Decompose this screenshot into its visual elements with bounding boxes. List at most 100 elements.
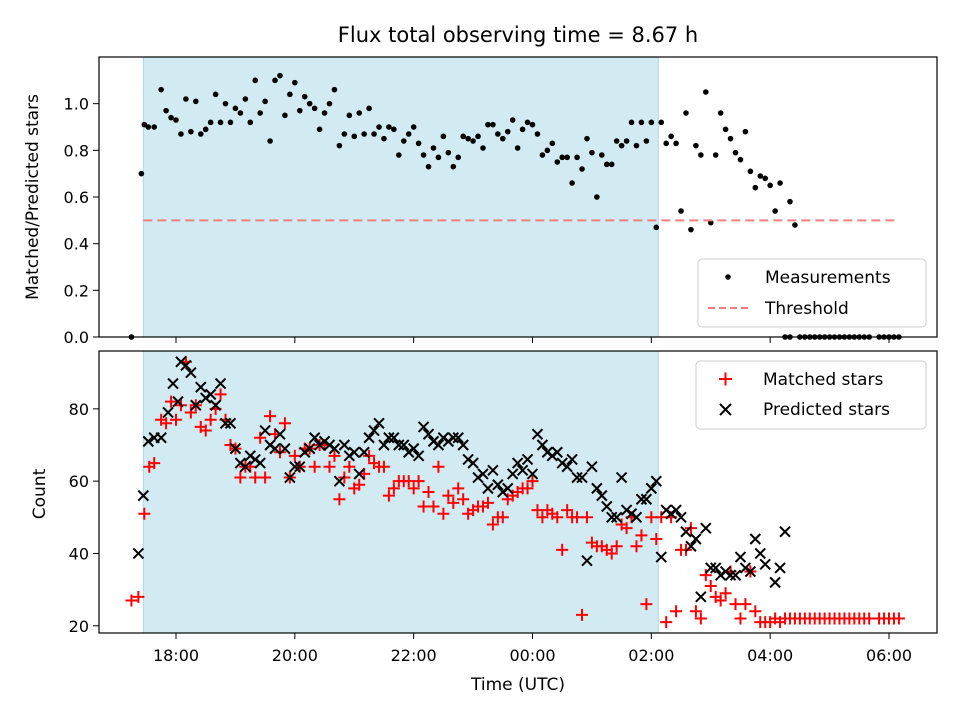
measurement-point bbox=[589, 149, 595, 156]
matched-star-point bbox=[170, 413, 182, 426]
measurement-point bbox=[247, 119, 254, 126]
predicted-star-point bbox=[142, 435, 154, 448]
predicted-star-point bbox=[477, 468, 489, 480]
top-y-tick-label: 1.0 bbox=[64, 95, 89, 114]
predicted-star-point bbox=[284, 471, 296, 484]
panel-matched-ratio: 0.0 0.2 0.4 0.6 0.8 1.0 Matched/Predicted sta… bbox=[23, 56, 938, 347]
predicted-star-point bbox=[606, 511, 618, 524]
measurement-point bbox=[183, 96, 189, 102]
measurement-point bbox=[688, 226, 694, 233]
predicted-star-point bbox=[333, 475, 346, 487]
x-tick-label: 18:00 bbox=[153, 646, 199, 665]
matched-star-point bbox=[694, 612, 707, 625]
matched-star-point bbox=[481, 496, 494, 509]
measurement-point bbox=[425, 163, 432, 170]
predicted-star-point bbox=[754, 547, 766, 560]
bottom-legend: Matched stars Predicted stars bbox=[695, 360, 927, 430]
matched-star-point bbox=[892, 612, 905, 625]
predicted-star-point bbox=[167, 377, 179, 390]
measurement-point bbox=[420, 152, 427, 158]
matched-star-point bbox=[704, 580, 717, 592]
measurement-point bbox=[257, 110, 263, 116]
predicted-star-point bbox=[155, 432, 167, 444]
measurement-point bbox=[529, 121, 536, 128]
predicted-star-point bbox=[526, 468, 539, 480]
measurement-point bbox=[717, 110, 724, 116]
measurement-point bbox=[608, 161, 615, 168]
measurement-point bbox=[603, 161, 610, 168]
matched-star-point bbox=[412, 475, 425, 488]
predicted-star-point bbox=[457, 439, 469, 451]
predicted-star-point bbox=[561, 460, 573, 473]
predicted-star-point bbox=[195, 381, 207, 393]
measurement-point bbox=[450, 163, 457, 170]
top-legend-frame bbox=[697, 258, 927, 328]
measurement-point bbox=[158, 86, 164, 93]
matched-star-point bbox=[749, 605, 762, 618]
matched-star-point bbox=[452, 482, 465, 495]
measurement-point bbox=[415, 140, 422, 147]
matched-star-point bbox=[328, 449, 341, 462]
predicted-star-point bbox=[734, 551, 747, 563]
matched-star-point bbox=[148, 457, 161, 470]
measurement-point bbox=[173, 117, 179, 123]
predicted-star-point bbox=[571, 471, 583, 484]
measurement-point bbox=[440, 133, 447, 140]
measurement-point bbox=[207, 119, 214, 126]
measurement-point bbox=[584, 135, 590, 142]
measurement-point bbox=[386, 124, 392, 130]
matched-star-point bbox=[323, 460, 336, 473]
measurement-point bbox=[668, 133, 674, 140]
predicted-star-point bbox=[467, 457, 479, 469]
x-tick-label: 04:00 bbox=[747, 646, 793, 665]
predicted-star-point bbox=[615, 471, 628, 484]
x-tick-label: 20:00 bbox=[272, 646, 318, 665]
predicted-star-point bbox=[774, 562, 786, 574]
matched-star-point bbox=[427, 500, 440, 513]
bottom-y-tick-label: 40 bbox=[69, 544, 89, 563]
matched-star-point bbox=[432, 460, 445, 473]
measurement-point bbox=[405, 131, 412, 137]
measurement-point bbox=[727, 135, 734, 142]
matched-star-point bbox=[610, 540, 623, 553]
measurement-point bbox=[495, 131, 501, 137]
predicted-star-point bbox=[180, 359, 192, 372]
measurement-point bbox=[653, 224, 660, 231]
predicted-star-point bbox=[259, 424, 271, 437]
measurement-point bbox=[534, 131, 541, 137]
measurement-point bbox=[732, 149, 739, 156]
observing-window-shade bbox=[142, 56, 659, 338]
matched-star-point bbox=[556, 543, 569, 556]
matched-star-point bbox=[132, 590, 145, 603]
measurement-point bbox=[193, 98, 199, 105]
matched-star-point bbox=[442, 489, 455, 502]
predicted-star-point bbox=[162, 406, 174, 419]
predicted-star-point bbox=[172, 395, 184, 408]
measurement-point bbox=[539, 152, 546, 158]
measurement-point bbox=[331, 86, 338, 93]
matched-star-point bbox=[650, 533, 663, 545]
predicted-star-point bbox=[749, 533, 762, 545]
measurement-point bbox=[168, 114, 174, 121]
x-tick-label: 06:00 bbox=[866, 646, 912, 665]
matched-star-point bbox=[719, 587, 732, 600]
matched-star-point bbox=[486, 518, 499, 531]
measurement-point bbox=[792, 222, 798, 228]
predicted-star-point bbox=[680, 526, 692, 538]
predicted-star-point bbox=[353, 468, 365, 480]
predicted-star-point bbox=[630, 511, 643, 524]
measurement-point bbox=[742, 128, 749, 135]
predicted-star-point bbox=[695, 591, 707, 603]
measurement-point bbox=[262, 98, 268, 105]
matched-star-point bbox=[734, 612, 747, 625]
measurement-point bbox=[381, 135, 387, 142]
predicted-star-point bbox=[224, 417, 237, 430]
measurement-point bbox=[683, 110, 689, 116]
matched-star-point bbox=[739, 598, 752, 611]
predicted-star-point bbox=[209, 399, 222, 411]
measurement-point bbox=[163, 107, 169, 114]
predicted-star-point bbox=[724, 569, 737, 581]
bottom-y-tick-label: 80 bbox=[69, 400, 89, 419]
predicted-star-point bbox=[482, 482, 494, 495]
